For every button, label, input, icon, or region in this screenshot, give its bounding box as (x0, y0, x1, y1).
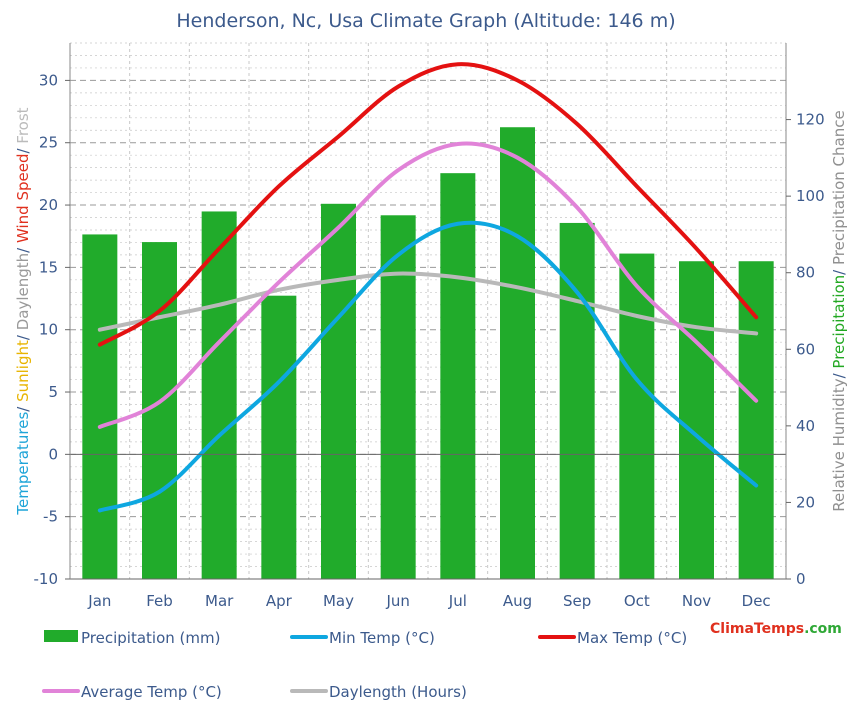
x-tick-label-mar: Mar (205, 592, 234, 610)
right-tick-label: 0 (796, 570, 806, 588)
axis-label-part: / (14, 330, 32, 340)
precipitation-bar-sep (559, 222, 595, 579)
x-tick-label-aug: Aug (503, 592, 532, 610)
precipitation-bar-jul (440, 173, 476, 579)
precipitation-bar-nov (679, 261, 714, 579)
axis-label-part: Wind Speed (14, 154, 32, 244)
axis-label-part: / (830, 265, 848, 275)
axis-label-part: Relative Humidity (830, 378, 848, 511)
left-tick-label: 10 (39, 321, 58, 339)
x-tick-label-apr: Apr (266, 592, 293, 610)
x-tick-label-may: May (323, 592, 354, 610)
axis-label-part: Precipitation (830, 275, 848, 369)
legend: Precipitation (mm) Min Temp (°C) Max Temp … (42, 629, 687, 701)
x-tick-label-feb: Feb (146, 592, 173, 610)
right-tick-label: 60 (796, 340, 815, 358)
precipitation-bars (82, 127, 774, 580)
precipitation-bar-apr (261, 295, 297, 579)
left-tick-label: 20 (39, 196, 58, 214)
legend-label-max-temp-c: Max Temp (°C) (577, 629, 687, 647)
legend-label-daylength-hours: Daylength (Hours) (329, 683, 467, 701)
brand-part: .com (804, 621, 842, 637)
axis-label-part: / (830, 369, 848, 379)
legend-swatch-precipitation-mm (44, 630, 78, 642)
axes: -10 -5 0 5 10 15 20 25 30 0 20 40 60 80 100 120 Jan Feb Ma… (34, 43, 825, 610)
left-tick-label: -10 (34, 570, 59, 588)
brand-part: Clima (710, 621, 754, 637)
x-tick-label-sep: Sep (563, 592, 591, 610)
left-tick-label: -5 (43, 508, 58, 526)
axis-label-part: Precipitation Chance (830, 110, 848, 265)
axis-label-part: / (14, 144, 32, 154)
right-tick-label: 100 (796, 187, 825, 205)
left-tick-label: 0 (48, 445, 58, 463)
left-tick-label: 30 (39, 71, 58, 89)
daylength-hours-line (97, 271, 759, 336)
left-tick-label: 15 (39, 258, 58, 276)
legend-label-average-temp-c: Average Temp (°C) (81, 683, 222, 701)
temperature-lines (97, 62, 759, 513)
axis-label-part: Frost (14, 107, 32, 143)
right-tick-label: 80 (796, 264, 815, 282)
x-tick-label-jan: Jan (87, 592, 111, 610)
precipitation-bar-dec (738, 261, 774, 579)
site-brand-watermark: ClimaTemps.com (710, 621, 842, 637)
axis-label-part: Temperatures (14, 412, 32, 516)
precipitation-bar-aug (500, 127, 535, 579)
legend-label-precipitation-mm: Precipitation (mm) (81, 629, 220, 647)
chart-title: Henderson, Nc, Usa Climate Graph (Altitu… (176, 10, 675, 32)
right-axis-label: Relative Humidity/ Precipitation/ Precip… (830, 110, 848, 511)
precipitation-bar-may (321, 203, 356, 580)
min-temp-c-line (97, 220, 759, 513)
brand-part: Temps (754, 621, 804, 637)
x-tick-label-oct: Oct (624, 592, 650, 610)
gridlines (69, 42, 787, 580)
right-tick-label: 20 (796, 493, 815, 511)
max-temp-c-line (97, 62, 759, 347)
axis-label-part: Daylength (14, 253, 32, 330)
x-tick-label-nov: Nov (682, 592, 711, 610)
left-axis-label: Temperatures/ Sunlight/ Daylength/ Wind … (14, 107, 32, 515)
x-tick-label-jun: Jun (385, 592, 409, 610)
x-tick-label-dec: Dec (742, 592, 771, 610)
left-tick-label: 25 (39, 134, 58, 152)
axis-label-part: / (14, 402, 32, 412)
x-tick-label-jul: Jul (448, 592, 467, 610)
right-tick-label: 40 (796, 417, 815, 435)
precipitation-bar-jun (380, 215, 416, 580)
axis-label-part: / (14, 243, 32, 253)
left-tick-label: 5 (48, 383, 58, 401)
precipitation-bar-oct (619, 253, 655, 580)
legend-label-min-temp-c: Min Temp (°C) (329, 629, 435, 647)
precipitation-bar-mar (201, 211, 237, 579)
precipitation-bar-jan (82, 234, 118, 579)
axis-label-part: Sunlight (14, 340, 32, 402)
average-temp-c-line (97, 141, 759, 429)
right-tick-label: 120 (796, 111, 825, 129)
